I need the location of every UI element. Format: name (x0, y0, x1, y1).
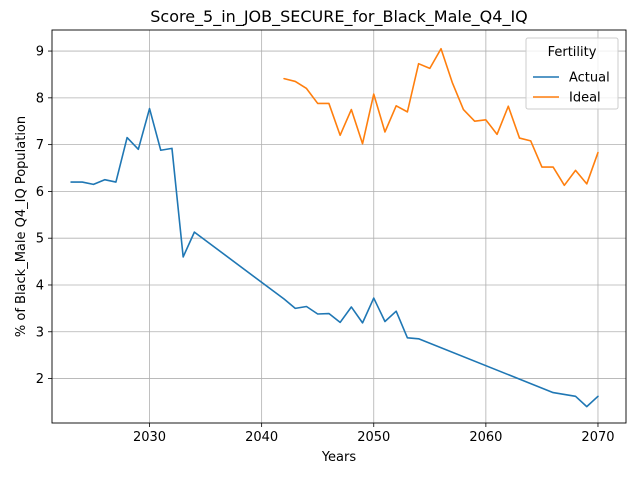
y-tick-label: 7 (36, 138, 44, 153)
x-tick-label: 2070 (581, 430, 614, 445)
y-tick-label: 6 (36, 185, 44, 200)
y-tick-label: 8 (36, 91, 44, 106)
y-tick-label: 9 (36, 45, 44, 60)
legend-title: Fertility (548, 45, 597, 60)
plot-area-frame (51, 29, 627, 424)
series-lines (70, 47, 599, 408)
x-tick-label: 2050 (357, 430, 390, 445)
chart-legend: Fertility Actual Ideal (525, 37, 619, 110)
series-line-actual (70, 107, 599, 408)
legend-box (525, 37, 619, 110)
legend-label-actual: Actual (569, 71, 610, 86)
y-tick-label: 5 (36, 232, 44, 247)
legend-label-ideal: Ideal (569, 91, 601, 106)
legend-items: Actual Ideal (533, 71, 610, 106)
chart-title: Score_5_in_JOB_SECURE_for_Black_Male_Q4_… (150, 7, 528, 27)
x-tick-label: 2040 (245, 430, 278, 445)
x-tick-label: 2030 (133, 430, 166, 445)
y-axis-title: % of Black_Male Q4_IQ Population (14, 116, 29, 337)
x-axis-title: Years (321, 450, 357, 465)
series-line-ideal (283, 47, 599, 187)
y-tick-label: 4 (36, 278, 44, 293)
x-tick-label: 2060 (469, 430, 502, 445)
axis-ticks: 2030 2040 2050 2060 2070 2 3 4 5 6 7 8 9 (36, 45, 615, 445)
y-tick-label: 3 (36, 325, 44, 340)
y-tick-label: 2 (36, 372, 44, 387)
